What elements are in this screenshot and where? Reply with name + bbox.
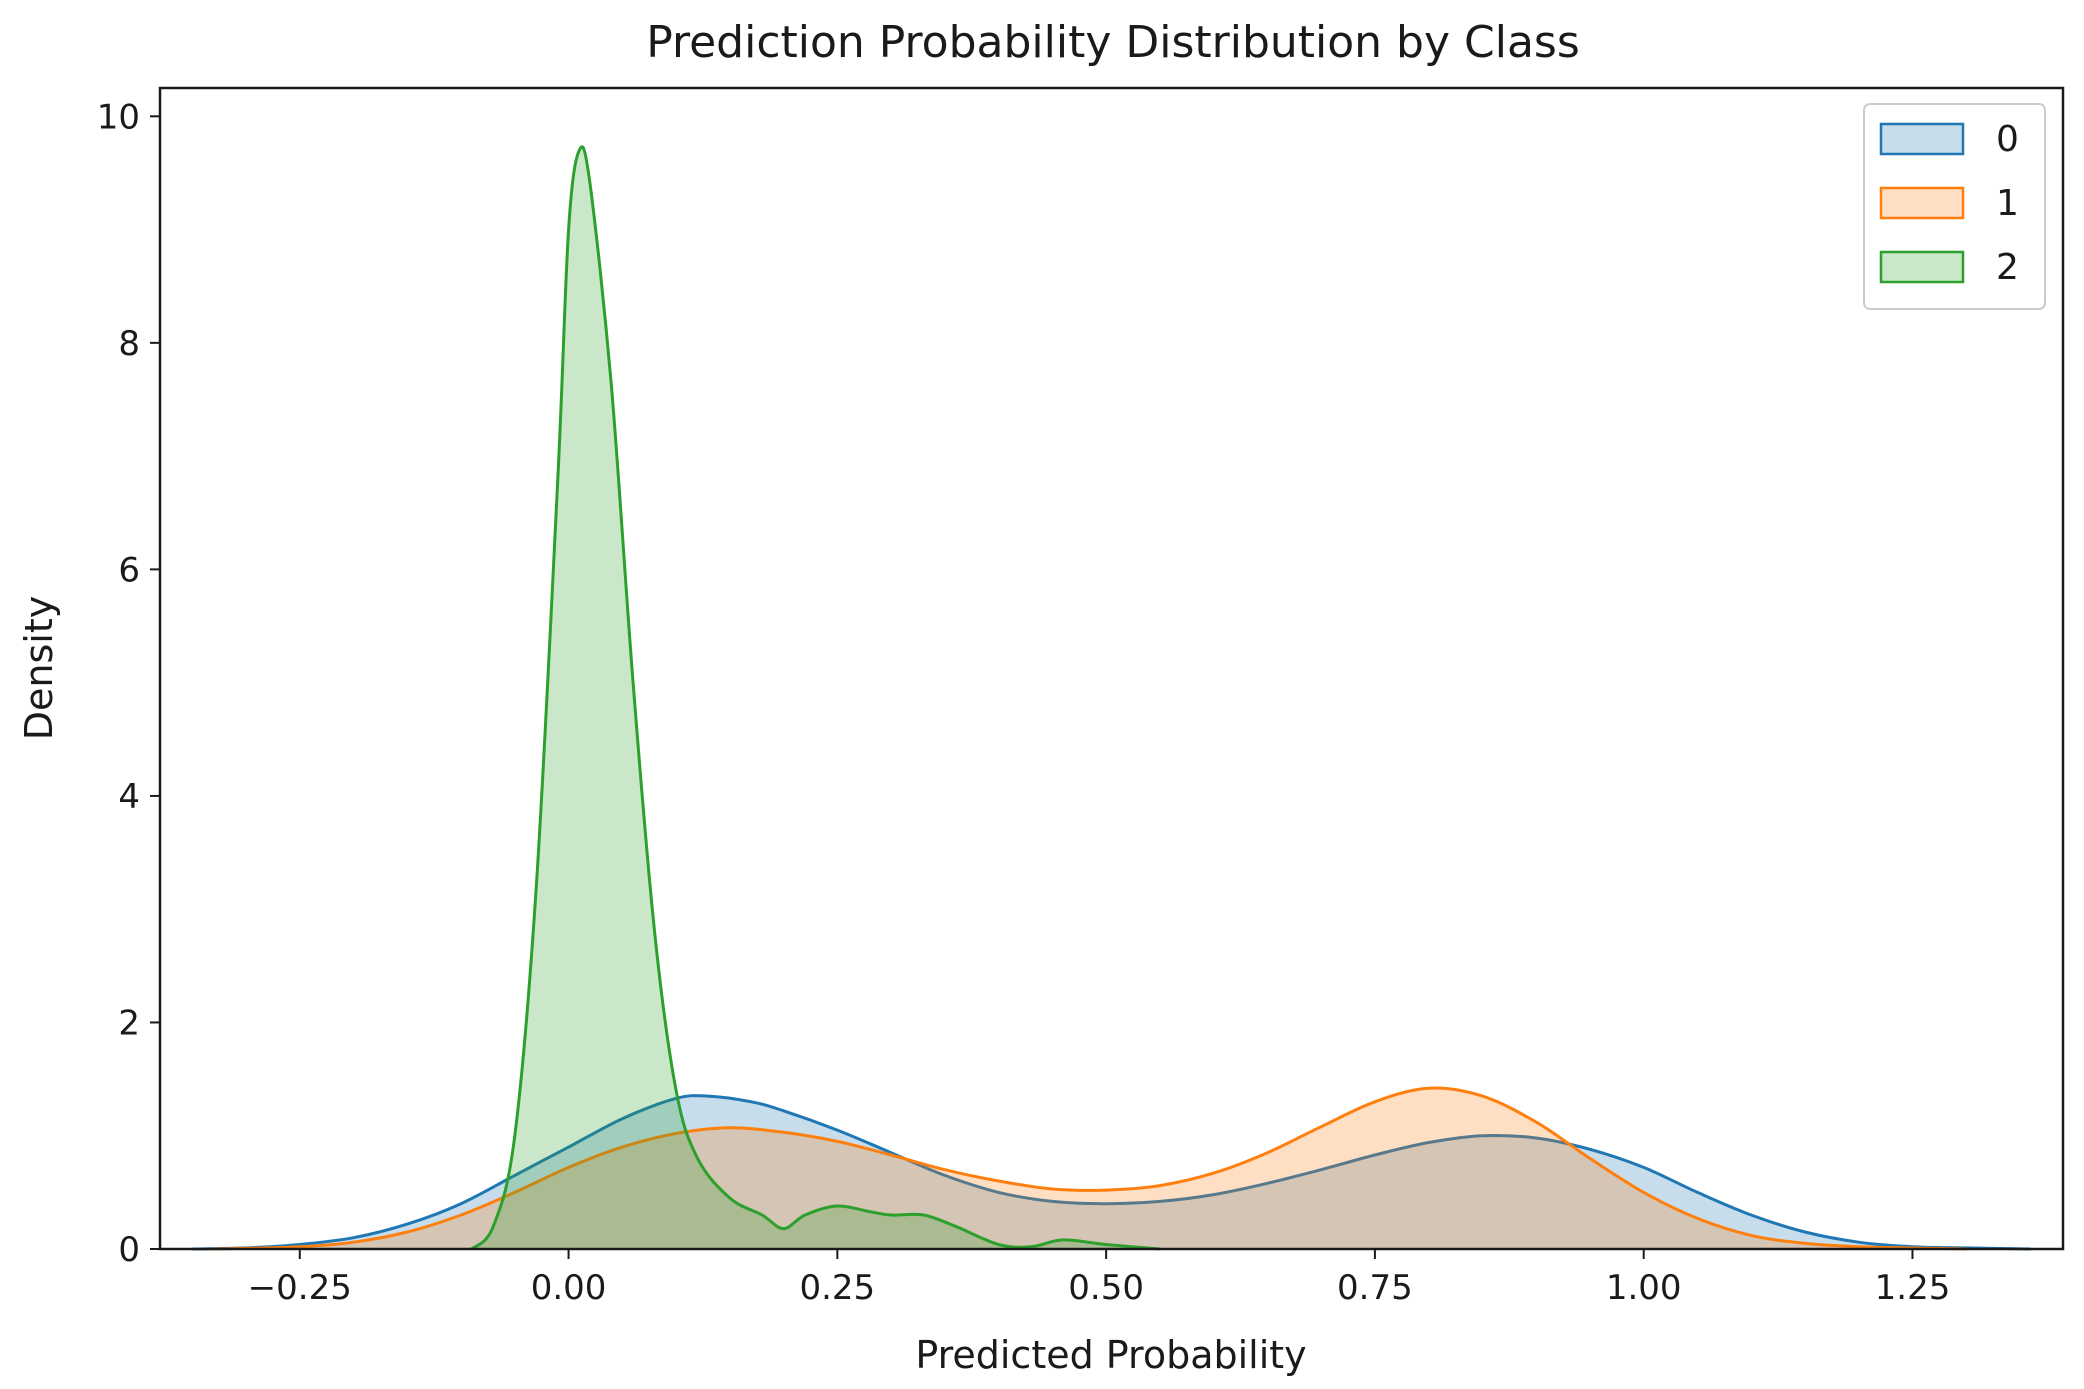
x-tick-label: 0.75: [1337, 1268, 1413, 1308]
x-tick-label: −0.25: [248, 1268, 352, 1308]
chart-title: Prediction Probability Distribution by C…: [646, 17, 1580, 68]
plot-frame: [158, 86, 2065, 1251]
x-axis-label: Predicted Probability: [915, 1333, 1306, 1377]
y-tick-label: 8: [118, 324, 140, 364]
density-areas: [192, 145, 2031, 1251]
x-tick-label: 1.00: [1606, 1268, 1682, 1308]
y-tick-label: 2: [118, 1003, 140, 1043]
y-axis-ticks: 0 2 4 6 8 10: [97, 97, 160, 1270]
legend-swatch-class-0: [1879, 122, 1965, 156]
x-tick-label: 1.25: [1875, 1268, 1951, 1308]
density-curve-class-1: [213, 1086, 1967, 1251]
density-fill-class-0: [192, 1095, 2031, 1249]
y-tick-label: 6: [118, 550, 140, 590]
x-tick-label: 0.50: [1068, 1268, 1144, 1308]
legend-swatch-class-1: [1879, 186, 1965, 220]
x-tick-label: 0.00: [531, 1268, 607, 1308]
y-axis-label: Density: [17, 596, 61, 740]
legend: 0 1 2: [1863, 103, 2046, 310]
y-tick-label: 0: [118, 1230, 140, 1270]
legend-swatch-class-2: [1879, 250, 1965, 284]
density-curve-class-0: [192, 1094, 2031, 1251]
density-curve-class-2: [470, 145, 1161, 1251]
x-tick-label: 0.25: [799, 1268, 875, 1308]
legend-label-class-1: 1: [1996, 183, 2019, 224]
legend-label-class-2: 2: [1996, 247, 2019, 288]
density-fill-class-1: [213, 1088, 1967, 1249]
legend-label-class-0: 0: [1996, 119, 2019, 160]
x-axis-ticks: −0.25 0.00 0.25 0.50 0.75 1.00 1.25: [248, 1249, 1951, 1308]
y-tick-label: 4: [118, 777, 140, 817]
y-tick-label: 10: [97, 97, 140, 137]
density-fill-class-2: [471, 146, 1160, 1249]
